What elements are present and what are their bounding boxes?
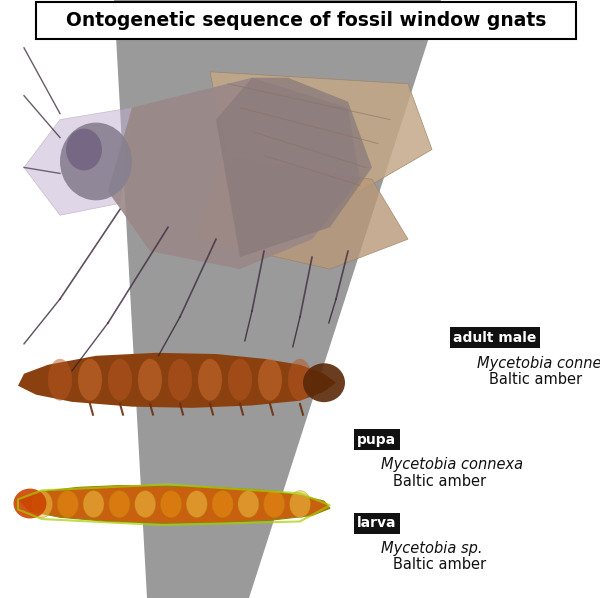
Ellipse shape xyxy=(187,490,208,518)
Ellipse shape xyxy=(264,490,285,518)
Polygon shape xyxy=(18,486,330,523)
Polygon shape xyxy=(210,72,432,191)
Text: adult male: adult male xyxy=(453,331,536,345)
Ellipse shape xyxy=(58,490,78,518)
Ellipse shape xyxy=(83,490,104,518)
Ellipse shape xyxy=(138,359,162,401)
Polygon shape xyxy=(108,78,360,269)
Ellipse shape xyxy=(160,490,181,518)
Ellipse shape xyxy=(303,363,345,402)
Ellipse shape xyxy=(14,489,47,518)
Text: Baltic amber: Baltic amber xyxy=(393,474,486,489)
Ellipse shape xyxy=(238,490,259,518)
Ellipse shape xyxy=(198,359,222,401)
Ellipse shape xyxy=(48,359,72,401)
Text: larva: larva xyxy=(357,516,397,530)
Polygon shape xyxy=(24,108,132,215)
Ellipse shape xyxy=(78,359,102,401)
Ellipse shape xyxy=(32,490,53,518)
Text: Mycetobia sp.: Mycetobia sp. xyxy=(381,541,482,556)
Ellipse shape xyxy=(108,359,132,401)
Ellipse shape xyxy=(290,490,311,518)
Ellipse shape xyxy=(134,490,156,518)
Ellipse shape xyxy=(228,359,252,401)
Text: Baltic amber: Baltic amber xyxy=(393,557,486,572)
Text: Ontogenetic sequence of fossil window gnats: Ontogenetic sequence of fossil window gn… xyxy=(66,11,546,30)
Polygon shape xyxy=(216,78,372,257)
Ellipse shape xyxy=(288,359,312,401)
Text: pupa: pupa xyxy=(357,432,396,447)
Ellipse shape xyxy=(60,123,132,200)
Ellipse shape xyxy=(212,490,233,518)
Ellipse shape xyxy=(109,490,130,518)
FancyBboxPatch shape xyxy=(36,2,576,39)
Ellipse shape xyxy=(66,129,102,170)
Text: Mycetobia connexa: Mycetobia connexa xyxy=(381,457,523,472)
Text: Baltic amber: Baltic amber xyxy=(489,372,582,387)
Ellipse shape xyxy=(168,359,192,401)
Polygon shape xyxy=(114,0,441,598)
Polygon shape xyxy=(198,155,408,269)
Ellipse shape xyxy=(258,359,282,401)
Text: Mycetobia connexa: Mycetobia connexa xyxy=(477,356,600,371)
Polygon shape xyxy=(18,353,336,408)
